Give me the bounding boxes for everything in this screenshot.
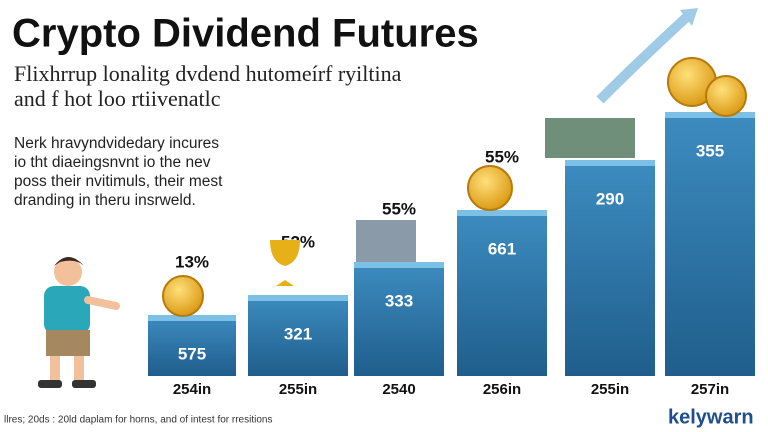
description-line: Nerk hravyndvidedary incures [14,135,219,152]
building [356,220,416,262]
bar [354,262,444,376]
person [38,257,120,388]
brand: kelywarn [668,406,754,428]
bar-top [354,262,444,268]
category-label: 255in [279,381,317,398]
coin [162,275,204,317]
category-label: 256in [483,381,521,398]
bar-top [248,295,348,301]
subtitle: and f hot loo rtiivenatlc [14,86,221,111]
arrow-head [680,8,698,26]
trophy [270,240,300,286]
description-line: dranding in theru insrweld. [14,192,196,209]
category-label: 254in [173,381,211,398]
bar-top [457,210,547,216]
title: Crypto Dividend Futures [12,12,479,56]
category-label: 255in [591,381,629,398]
bar-top [665,112,755,118]
value-label: 333 [385,291,413,310]
cash-stack [545,118,635,158]
bar [665,112,755,376]
value-label: 661 [488,239,516,258]
value-label: 575 [178,344,206,363]
value-label: 290 [596,189,624,208]
category-label: 257in [691,381,729,398]
bar-top [565,160,655,166]
percent-label: 55% [382,199,416,218]
arrow [596,10,694,104]
bar [248,295,348,376]
category-label: 2540 [382,381,415,398]
bar [565,160,655,376]
coin [705,75,747,117]
footer: llres; 20ds : 20ld daplam for horns, and… [4,415,272,426]
percent-label: 13% [175,252,209,271]
value-label: 355 [696,141,724,160]
bar [457,210,547,376]
bar-top [148,315,236,321]
coin [467,165,513,211]
bar [148,315,236,376]
description-line: io tht diaeingsnvnt io the nev [14,154,211,171]
percent-label: 55% [485,147,519,166]
value-label: 321 [284,324,312,343]
description-line: poss their nvitimuls, their mest [14,173,223,190]
subtitle: Flixhrrup lonalitg dvdend hutomeírf ryil… [14,61,402,86]
